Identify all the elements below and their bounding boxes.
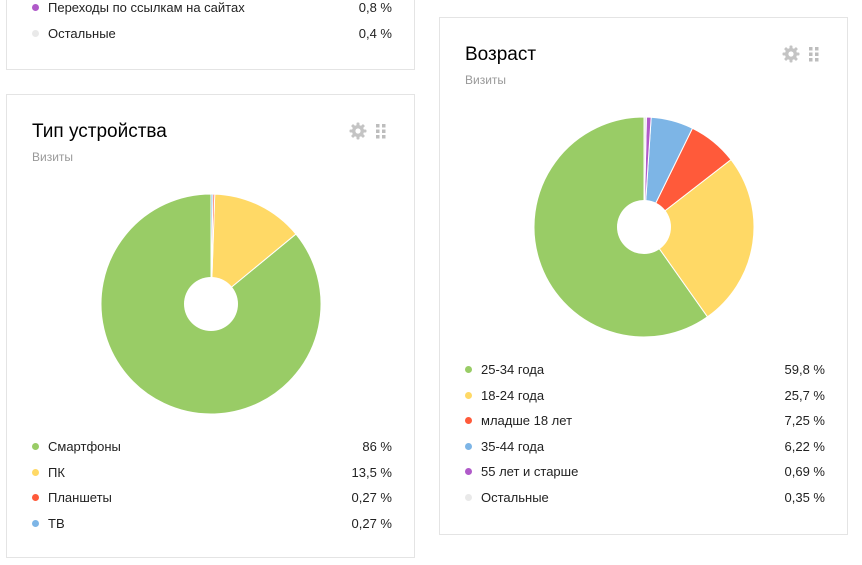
card-tools <box>782 45 819 63</box>
grip-icon[interactable] <box>376 123 386 139</box>
age-pie-chart[interactable] <box>524 107 764 347</box>
legend-item[interactable]: 25-34 года 59,8 % <box>465 357 825 383</box>
legend-value: 0,27 % <box>351 490 392 506</box>
device-type-card: Тип устройства Визиты Смартфоны 86 <box>6 94 415 558</box>
age-legend: 25-34 года 59,8 % 18-24 года 25,7 % млад… <box>465 357 825 510</box>
traffic-legend: Переходы по ссылкам на сайтах 0,8 % Оста… <box>32 0 392 46</box>
legend-label: 18-24 года <box>481 387 545 403</box>
legend-value: 59,8 % <box>784 362 825 378</box>
traffic-sources-card: Переходы по ссылкам на сайтах 0,8 % Оста… <box>6 0 415 70</box>
age-card: Возраст Визиты 25-34 года 59,8 % <box>439 17 848 535</box>
legend-dot <box>32 468 39 476</box>
legend-dot <box>32 443 39 451</box>
legend-dot <box>465 391 472 399</box>
legend-item[interactable]: ТВ 0,27 % <box>32 511 392 537</box>
gear-icon[interactable] <box>782 45 800 63</box>
legend-item[interactable]: Смартфоны 86 % <box>32 434 392 460</box>
card-title: Тип устройства <box>32 121 167 142</box>
gear-icon[interactable] <box>349 122 367 140</box>
pie-slice-2[interactable] <box>643 158 755 318</box>
legend-dot <box>32 29 39 37</box>
legend-value: 25,7 % <box>784 387 825 403</box>
legend-value: 0,35 % <box>784 489 825 505</box>
legend-dot <box>32 494 39 502</box>
legend-item[interactable]: Планшеты 0,27 % <box>32 485 392 511</box>
legend-label: Планшеты <box>48 490 112 506</box>
legend-label: Переходы по ссылкам на сайтах <box>48 0 245 16</box>
legend-value: 6,22 % <box>784 438 825 454</box>
legend-label: Остальные <box>481 489 549 505</box>
legend-dot <box>32 519 39 527</box>
legend-dot <box>465 366 472 374</box>
card-title: Возраст <box>465 44 537 65</box>
legend-item[interactable]: 18-24 года 25,7 % <box>465 383 825 409</box>
legend-item[interactable]: младше 18 лет 7,25 % <box>465 408 825 434</box>
card-tools <box>349 122 386 140</box>
legend-label: 25-34 года <box>481 362 545 378</box>
device-type-pie-chart[interactable] <box>91 184 331 424</box>
legend-dot <box>32 4 39 12</box>
legend-item-other[interactable]: Остальные 0,4 % <box>32 21 392 47</box>
legend-value: 13,5 % <box>351 464 392 480</box>
legend-item-links[interactable]: Переходы по ссылкам на сайтах 0,8 % <box>32 0 392 21</box>
pie-slice-4[interactable] <box>210 193 214 305</box>
legend-item[interactable]: 55 лет и старше 0,69 % <box>465 459 825 485</box>
legend-value: 0,27 % <box>351 515 392 531</box>
legend-item[interactable]: 35-44 года 6,22 % <box>465 434 825 460</box>
legend-label: ТВ <box>48 515 65 531</box>
legend-value: 7,25 % <box>784 413 825 429</box>
legend-value: 86 % <box>362 439 392 455</box>
legend-dot <box>465 468 472 476</box>
legend-label: 35-44 года <box>481 438 545 454</box>
pie-slice-2[interactable] <box>210 193 297 306</box>
legend-item[interactable]: Остальные 0,35 % <box>465 485 825 511</box>
card-subtitle: Визиты <box>32 150 74 164</box>
legend-dot <box>465 493 472 501</box>
grip-icon[interactable] <box>809 46 819 62</box>
legend-label: младше 18 лет <box>481 413 573 429</box>
card-subtitle: Визиты <box>465 73 507 87</box>
donut-hole <box>617 200 671 254</box>
legend-dot <box>465 442 472 450</box>
legend-dot <box>465 417 472 425</box>
legend-label: Остальные <box>48 25 116 41</box>
legend-label: ПК <box>48 464 65 480</box>
legend-label: 55 лет и старше <box>481 464 579 480</box>
legend-value: 0,4 % <box>358 25 392 41</box>
legend-item[interactable]: ПК 13,5 % <box>32 460 392 486</box>
donut-hole <box>184 277 238 331</box>
legend-label: Смартфоны <box>48 439 121 455</box>
legend-value: 0,8 % <box>358 0 392 16</box>
pie-slice-6[interactable] <box>643 116 647 228</box>
device-legend: Смартфоны 86 % ПК 13,5 % Планшеты 0,27 %… <box>32 434 392 536</box>
legend-value: 0,69 % <box>784 464 825 480</box>
